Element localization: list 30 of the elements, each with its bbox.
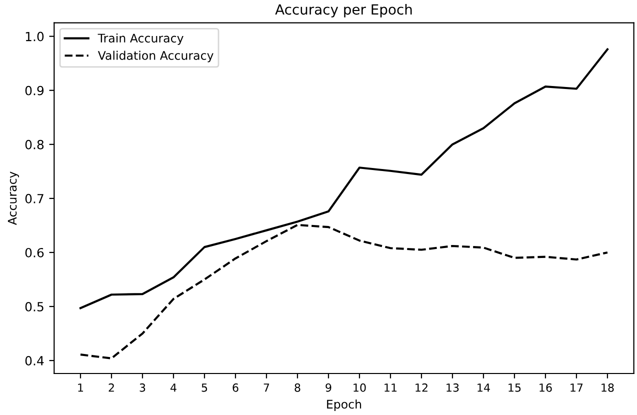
chart-title: Accuracy per Epoch (275, 4, 412, 18)
x-tick-label: 7 (264, 384, 270, 392)
y-tick-label: 0.8 (25, 140, 44, 150)
y-tick-label: 0.5 (25, 302, 44, 312)
legend-label: Validation Accuracy (98, 50, 214, 62)
x-tick-label: 10 (354, 383, 366, 392)
x-tick-label: 4 (170, 384, 176, 392)
x-tick-label: 3 (140, 383, 146, 392)
x-tick-label: 15 (508, 384, 521, 392)
x-tick-label: 11 (384, 384, 397, 392)
x-tick-label: 1 (78, 384, 83, 392)
y-axis-title: Accuracy (8, 172, 19, 226)
y-tick-label: 0.6 (25, 248, 44, 258)
x-tick-label: 5 (202, 384, 208, 392)
x-tick-label: 18 (602, 383, 614, 392)
y-tick-label: 0.9 (25, 86, 44, 96)
y-tick-label: 0.7 (25, 194, 44, 204)
y-tick-label: 0.4 (25, 356, 44, 366)
x-tick-label: 12 (416, 383, 428, 392)
x-tick-label: 17 (570, 384, 583, 392)
y-tick-label: 1.0 (26, 32, 44, 42)
x-tick-label: 13 (446, 383, 459, 392)
x-tick-label: 9 (326, 383, 332, 392)
legend-label: Train Accuracy (98, 33, 184, 45)
x-tick-label: 16 (540, 383, 552, 392)
x-tick-label: 2 (108, 383, 114, 392)
x-tick-label: 8 (294, 383, 300, 392)
x-tick-label: 14 (478, 384, 490, 392)
x-tick-label: 6 (232, 383, 238, 392)
x-axis-title: Epoch (327, 400, 362, 411)
